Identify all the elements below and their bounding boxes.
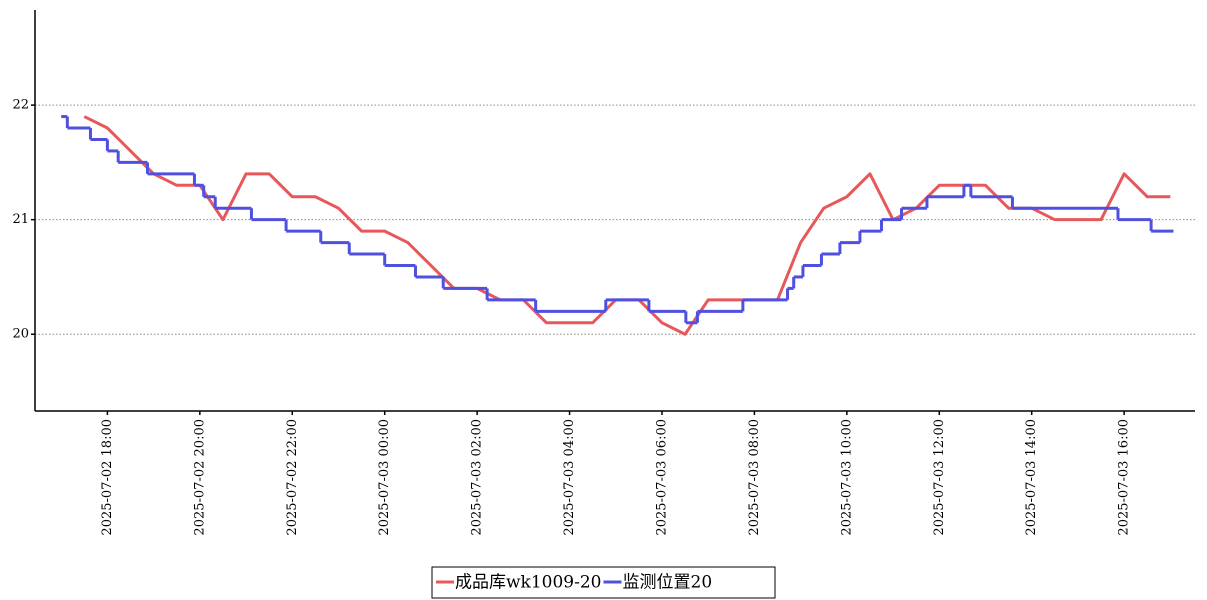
line — [83, 115, 1171, 336]
x-tick-label: 2025-07-02 22:00 — [285, 419, 300, 536]
x-tick-label: 2025-07-03 04:00 — [562, 419, 577, 536]
x-tick-label: 2025-07-03 00:00 — [377, 419, 392, 536]
legend-label: 成品库wk1009-20 — [455, 573, 602, 593]
x-tick-label: 2025-07-03 02:00 — [470, 419, 485, 536]
x-tick-label: 2025-07-02 20:00 — [192, 419, 207, 536]
y-tick-label: 20 — [12, 327, 29, 342]
x-tick-label: 2025-07-03 10:00 — [839, 419, 854, 536]
x-tick-label: 2025-07-03 12:00 — [932, 419, 947, 536]
y-tick-label: 21 — [12, 212, 29, 227]
x-tick-label: 2025-07-03 08:00 — [747, 419, 762, 536]
legend: 成品库wk1009-20 监测位置20 — [431, 566, 776, 599]
x-tick-label: 2025-07-03 06:00 — [654, 419, 669, 536]
x-tick-label: 2025-07-03 16:00 — [1117, 419, 1132, 536]
x-tick-label: 2025-07-02 18:00 — [100, 419, 115, 536]
step-line — [61, 115, 1174, 325]
x-tick-label: 2025-07-03 14:00 — [1024, 419, 1039, 536]
legend-label: 监测位置20 — [623, 573, 713, 593]
y-tick-label: 22 — [12, 98, 29, 113]
